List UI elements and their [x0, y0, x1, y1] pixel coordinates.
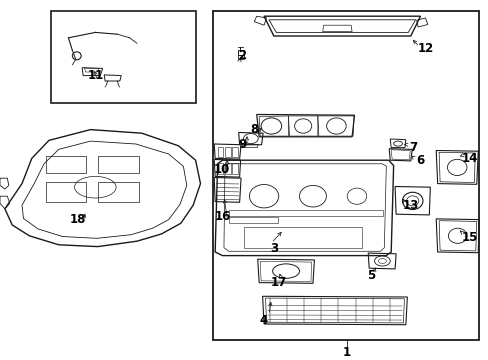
- Bar: [224, 147, 230, 157]
- Bar: [46, 182, 85, 202]
- Bar: [228, 217, 277, 223]
- Text: 12: 12: [416, 42, 433, 55]
- Text: 9: 9: [238, 138, 245, 150]
- Text: 16: 16: [214, 210, 230, 222]
- Text: 2: 2: [238, 49, 245, 62]
- Text: 5: 5: [367, 269, 375, 282]
- Bar: [212, 11, 478, 340]
- Text: 1: 1: [343, 346, 350, 359]
- Text: 6: 6: [416, 154, 424, 167]
- Text: 3: 3: [269, 242, 277, 255]
- Text: 18: 18: [70, 213, 86, 226]
- Bar: [224, 163, 230, 174]
- Text: 14: 14: [460, 152, 477, 165]
- Bar: [232, 163, 238, 174]
- Bar: [98, 182, 139, 202]
- Text: 10: 10: [213, 163, 229, 176]
- Bar: [46, 156, 85, 173]
- Text: 8: 8: [250, 123, 258, 136]
- Text: 13: 13: [402, 199, 418, 212]
- Text: 17: 17: [270, 276, 286, 289]
- Bar: [217, 147, 223, 157]
- Text: 7: 7: [408, 141, 416, 154]
- Bar: [51, 11, 195, 103]
- Bar: [217, 163, 223, 174]
- Bar: [232, 147, 238, 157]
- Text: 11: 11: [87, 69, 103, 82]
- Text: 4: 4: [260, 314, 267, 327]
- Bar: [228, 210, 383, 216]
- Text: 15: 15: [460, 231, 477, 244]
- Bar: [244, 227, 361, 248]
- Bar: [98, 156, 139, 173]
